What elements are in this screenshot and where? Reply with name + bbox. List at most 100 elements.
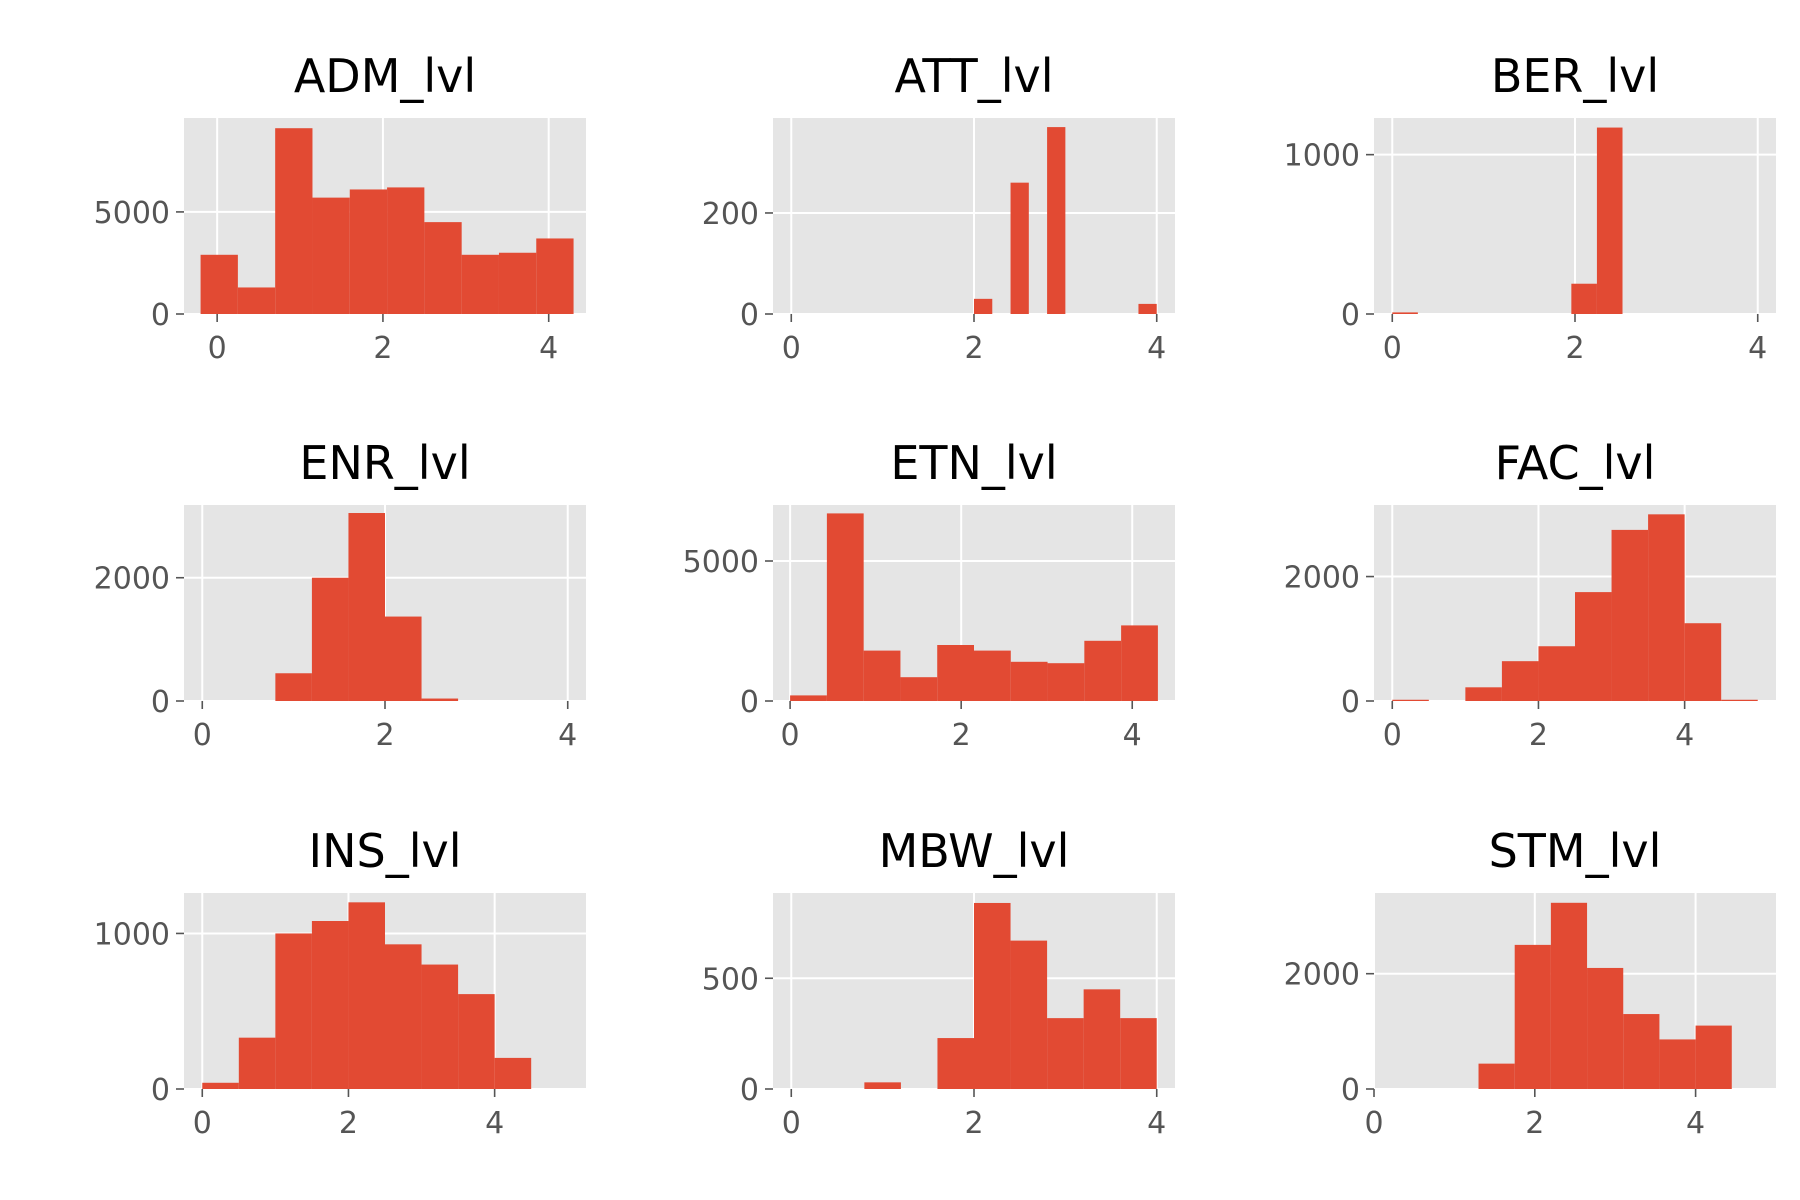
histogram-bar bbox=[1047, 127, 1066, 315]
panel-title: STM_lvl bbox=[1489, 824, 1662, 878]
x-tick-label: 2 bbox=[375, 718, 394, 753]
y-tick-label: 5000 bbox=[94, 196, 170, 231]
y-tick-label: 0 bbox=[740, 685, 759, 720]
histogram-bar bbox=[974, 902, 1011, 1089]
histogram-bar bbox=[974, 650, 1011, 701]
panel-fac-lvl: 0 2 4 0 2000 FAC_lvl bbox=[1284, 436, 1776, 753]
y-tick-label: 0 bbox=[740, 298, 759, 333]
histogram-bar bbox=[1047, 1018, 1084, 1089]
histogram-bar bbox=[348, 513, 385, 701]
histogram-bar bbox=[498, 252, 537, 314]
x-tick-label: 4 bbox=[1123, 718, 1142, 753]
x-tick-label: 0 bbox=[1364, 1106, 1383, 1141]
x-tick-label: 0 bbox=[781, 718, 800, 753]
histogram-bar bbox=[1501, 661, 1539, 701]
histogram-bar bbox=[237, 287, 276, 314]
panel-title: MBW_lvl bbox=[879, 824, 1070, 878]
histogram-bar bbox=[1659, 1039, 1696, 1089]
panel-title: INS_lvl bbox=[309, 824, 462, 878]
histogram-bar bbox=[1121, 625, 1158, 701]
histogram-bar bbox=[1587, 967, 1624, 1089]
y-tick-label: 2000 bbox=[1284, 561, 1360, 596]
x-tick-label: 4 bbox=[1748, 331, 1767, 366]
y-tick-label: 5000 bbox=[683, 545, 759, 580]
histogram-bar bbox=[311, 921, 349, 1089]
panel-ber-lvl: 0 2 4 0 1000 BER_lvl bbox=[1284, 49, 1776, 366]
x-tick-label: 2 bbox=[1565, 331, 1584, 366]
panel-etn-lvl: 0 2 4 0 5000 ETN_lvl bbox=[683, 436, 1175, 753]
histogram-bar bbox=[1478, 1063, 1515, 1089]
histogram-bar bbox=[1611, 529, 1649, 701]
histogram-bar bbox=[536, 238, 574, 314]
x-tick-label: 0 bbox=[782, 331, 801, 366]
histogram-bar bbox=[421, 964, 459, 1089]
histogram-bar bbox=[826, 513, 864, 701]
y-tick-label: 0 bbox=[740, 1073, 759, 1108]
x-tick-label: 0 bbox=[193, 1106, 212, 1141]
histogram-bar bbox=[1514, 944, 1551, 1089]
x-tick-label: 4 bbox=[1147, 1106, 1166, 1141]
histogram-bar bbox=[1538, 646, 1575, 701]
histogram-bar bbox=[937, 1038, 974, 1089]
panel-title: ADM_lvl bbox=[294, 49, 476, 103]
histogram-bar bbox=[461, 254, 499, 314]
y-tick-label: 0 bbox=[1341, 1073, 1360, 1108]
histogram-bar bbox=[494, 1057, 532, 1089]
y-tick-label: 1000 bbox=[1284, 139, 1360, 174]
x-tick-label: 4 bbox=[558, 718, 577, 753]
panel-title: ATT_lvl bbox=[894, 49, 1053, 103]
y-tick-label: 0 bbox=[151, 685, 170, 720]
x-tick-label: 0 bbox=[208, 331, 227, 366]
y-tick-label: 0 bbox=[151, 1073, 170, 1108]
histogram-bar bbox=[1721, 699, 1758, 701]
x-tick-label: 0 bbox=[1383, 718, 1402, 753]
panel-title: ETN_lvl bbox=[890, 436, 1057, 490]
x-tick-label: 2 bbox=[964, 331, 983, 366]
histogram-bar bbox=[349, 189, 388, 314]
x-tick-label: 2 bbox=[1529, 718, 1548, 753]
panel-adm-lvl: 0 2 4 0 5000 ADM_lvl bbox=[94, 49, 586, 366]
panel-title: FAC_lvl bbox=[1495, 436, 1656, 490]
panel-title: ENR_lvl bbox=[299, 436, 470, 490]
y-tick-label: 0 bbox=[151, 298, 170, 333]
y-tick-label: 0 bbox=[1341, 685, 1360, 720]
x-tick-label: 4 bbox=[1147, 331, 1166, 366]
panel-mbw-lvl: 0 2 4 0 500 MBW_lvl bbox=[702, 824, 1175, 1141]
histogram-bar bbox=[974, 298, 993, 314]
x-tick-label: 2 bbox=[339, 1106, 358, 1141]
histogram-bar bbox=[1571, 283, 1597, 314]
y-tick-label: 200 bbox=[702, 197, 759, 232]
histogram-bar bbox=[1084, 640, 1122, 701]
histogram-bar bbox=[900, 677, 938, 701]
histogram-bar bbox=[275, 933, 312, 1089]
histogram-bar bbox=[1695, 1025, 1732, 1089]
histogram-bar bbox=[1047, 663, 1085, 701]
histogram-bar bbox=[458, 994, 495, 1089]
x-tick-label: 4 bbox=[539, 331, 558, 366]
panel-stm-lvl: 0 2 4 0 2000 STM_lvl bbox=[1284, 824, 1776, 1141]
histogram-bar bbox=[238, 1037, 276, 1089]
histogram-bar bbox=[937, 645, 974, 701]
histogram-bar bbox=[1010, 182, 1029, 314]
histogram-bar bbox=[1392, 312, 1418, 314]
x-tick-label: 4 bbox=[1686, 1106, 1705, 1141]
histogram-bar bbox=[275, 673, 312, 701]
histogram-bar bbox=[1392, 699, 1429, 701]
x-tick-label: 2 bbox=[952, 718, 971, 753]
x-tick-label: 2 bbox=[964, 1106, 983, 1141]
histogram-bar bbox=[200, 254, 238, 314]
histogram-bar bbox=[1010, 940, 1048, 1089]
y-tick-label: 2000 bbox=[94, 562, 170, 597]
histogram-bar bbox=[1465, 687, 1502, 701]
histogram-bar bbox=[312, 197, 350, 314]
histogram-bar bbox=[1575, 592, 1612, 701]
histogram-bar bbox=[1648, 514, 1685, 701]
histogram-bar bbox=[387, 187, 425, 314]
y-tick-label: 1000 bbox=[94, 917, 170, 952]
x-tick-label: 0 bbox=[782, 1106, 801, 1141]
histogram-bar bbox=[385, 616, 422, 701]
histogram-bar bbox=[1684, 623, 1722, 701]
x-tick-label: 0 bbox=[1383, 331, 1402, 366]
histogram-bar bbox=[311, 577, 349, 701]
